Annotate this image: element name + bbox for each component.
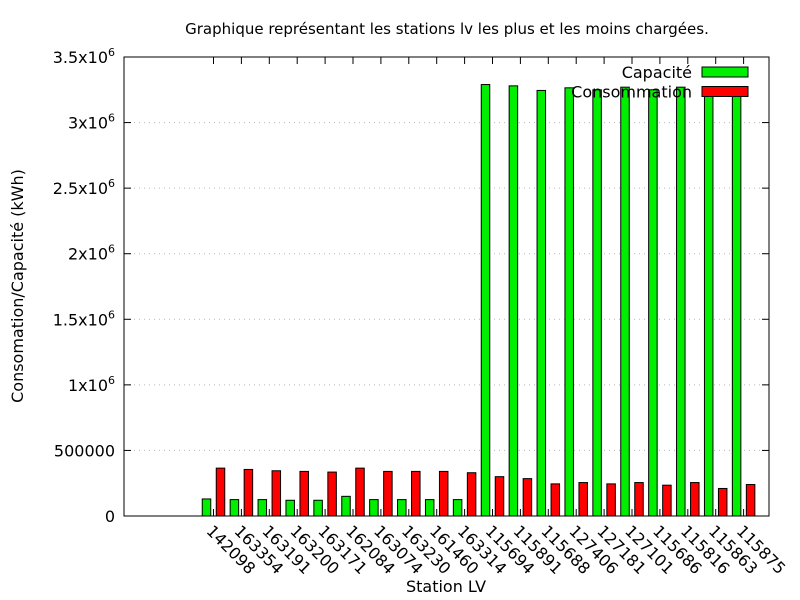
y-tick-label: 2.5x106 xyxy=(53,177,115,198)
y-tick-label: 500000 xyxy=(54,441,115,460)
bar-consommation xyxy=(550,483,561,517)
bar-capacite xyxy=(620,86,630,517)
bar-capacite xyxy=(536,89,547,517)
bar-capacite xyxy=(648,89,658,517)
bar-capacite xyxy=(369,499,379,517)
bar-capacite xyxy=(508,85,519,517)
y-tick-label: 2x106 xyxy=(68,243,115,264)
bar-capacite xyxy=(201,498,212,517)
bar-consommation xyxy=(466,472,477,517)
bar-capacite xyxy=(341,495,351,517)
y-tick-label: 3.5x106 xyxy=(53,46,115,67)
y-tick-label: 0 xyxy=(105,507,115,526)
legend-swatch xyxy=(701,66,749,78)
bar-capacite xyxy=(480,84,491,517)
bar-capacite xyxy=(285,499,295,517)
bar-consommation xyxy=(327,471,337,517)
grid-lines xyxy=(124,122,769,451)
bar-consommation xyxy=(355,467,365,517)
x-axis-label: Station LV xyxy=(406,577,486,596)
bar-capacite xyxy=(229,499,240,517)
bar-capacite xyxy=(257,499,268,517)
bar-consommation xyxy=(717,487,728,517)
bar-capacite xyxy=(452,499,463,517)
bar-capacite xyxy=(564,87,574,517)
bar-consommation xyxy=(522,478,533,517)
bar-consommation xyxy=(271,470,282,517)
bar-consommation xyxy=(745,484,756,517)
bar-capacite xyxy=(731,87,742,517)
bar-capacite xyxy=(592,89,602,517)
chart-title: Graphique représentant les stations lv l… xyxy=(185,20,709,38)
bar-consommation xyxy=(578,482,588,517)
legend-label: Consommation xyxy=(571,83,692,102)
bar-capacite xyxy=(313,499,323,517)
bar-consommation xyxy=(299,470,309,517)
bar-consommation xyxy=(383,470,393,517)
bar-consommation xyxy=(606,483,616,517)
y-tick-label: 3x106 xyxy=(68,112,115,133)
bar-consommation xyxy=(662,484,672,517)
y-axis-label: Consomation/Capacité (kWh) xyxy=(8,169,27,403)
bar-consommation xyxy=(494,476,505,517)
bar-capacite xyxy=(424,499,435,517)
bar-consommation xyxy=(634,482,644,517)
bar-consommation xyxy=(215,467,226,517)
y-axis-ticks: 0 500000 1x106 1.5x106 2x106 2.5x106 3x106 3.5x… xyxy=(53,46,769,526)
legend-label: Capacité xyxy=(622,63,692,82)
plot-frame xyxy=(123,56,770,517)
bar-consommation xyxy=(438,470,449,517)
legend-swatch xyxy=(701,86,749,97)
bars xyxy=(201,84,756,517)
bar-capacite xyxy=(676,86,686,517)
bar-capacite xyxy=(397,499,407,517)
y-tick-label: 1.5x106 xyxy=(53,308,115,329)
bar-capacite xyxy=(703,87,714,517)
bar-consommation xyxy=(411,470,421,517)
bar-consommation xyxy=(690,482,700,517)
y-tick-label: 1x106 xyxy=(68,374,115,395)
bar-consommation xyxy=(243,468,254,517)
